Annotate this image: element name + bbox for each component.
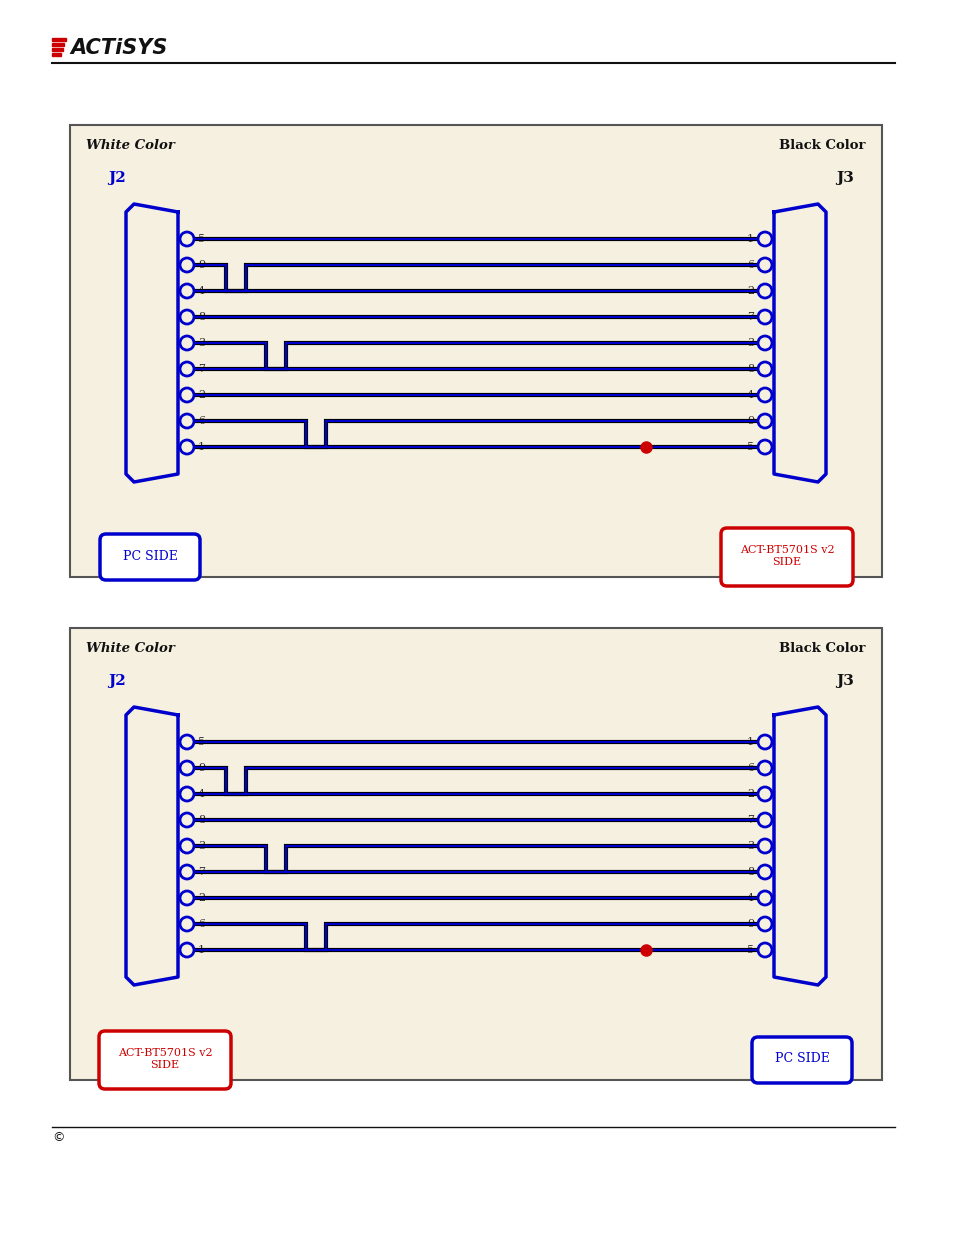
- FancyBboxPatch shape: [99, 1031, 231, 1089]
- Text: 2: 2: [198, 390, 205, 400]
- Text: 5: 5: [198, 737, 205, 747]
- Text: J3: J3: [835, 674, 853, 688]
- Bar: [52, 53, 61, 56]
- Text: 9: 9: [746, 416, 753, 426]
- Text: PC SIDE: PC SIDE: [122, 550, 177, 562]
- Text: Black Color: Black Color: [779, 140, 865, 152]
- Text: ACT-BT5701S v2
SIDE: ACT-BT5701S v2 SIDE: [739, 545, 834, 567]
- Text: White Color: White Color: [86, 642, 174, 655]
- Text: ©: ©: [52, 1131, 65, 1144]
- Text: 8: 8: [746, 364, 753, 374]
- Text: DB9F: DB9F: [788, 538, 836, 552]
- Text: 1: 1: [198, 945, 205, 955]
- Text: J2: J2: [108, 674, 126, 688]
- Text: 2: 2: [198, 893, 205, 903]
- Text: 9: 9: [746, 919, 753, 929]
- Polygon shape: [773, 706, 825, 986]
- Text: PC SIDE: PC SIDE: [774, 1052, 828, 1066]
- Text: 6: 6: [746, 763, 753, 773]
- Text: DB9F: DB9F: [788, 1041, 836, 1055]
- FancyBboxPatch shape: [100, 534, 200, 580]
- FancyBboxPatch shape: [70, 125, 882, 577]
- Polygon shape: [126, 706, 178, 986]
- FancyBboxPatch shape: [751, 1037, 851, 1083]
- Text: 8: 8: [198, 815, 205, 825]
- Text: 5: 5: [746, 945, 753, 955]
- Text: 9: 9: [198, 261, 205, 270]
- Text: 4: 4: [746, 390, 753, 400]
- Text: Black Color: Black Color: [779, 642, 865, 655]
- Text: 2: 2: [746, 789, 753, 799]
- Text: DB9F: DB9F: [115, 1041, 163, 1055]
- FancyBboxPatch shape: [70, 629, 882, 1079]
- Text: 7: 7: [746, 312, 753, 322]
- Text: 4: 4: [198, 287, 205, 296]
- Text: 3: 3: [746, 338, 753, 348]
- Text: 9: 9: [198, 763, 205, 773]
- Text: 8: 8: [198, 312, 205, 322]
- Polygon shape: [773, 204, 825, 482]
- Text: DB9F: DB9F: [115, 538, 163, 552]
- Text: 4: 4: [746, 893, 753, 903]
- Text: 3: 3: [198, 338, 205, 348]
- Text: White Color: White Color: [86, 140, 174, 152]
- Polygon shape: [126, 204, 178, 482]
- Text: J3: J3: [835, 170, 853, 185]
- Text: 3: 3: [746, 841, 753, 851]
- Text: 7: 7: [198, 364, 205, 374]
- Text: 7: 7: [198, 867, 205, 877]
- Text: 1: 1: [198, 442, 205, 452]
- Text: ACTiSYS: ACTiSYS: [70, 38, 167, 58]
- Text: 2: 2: [746, 287, 753, 296]
- Text: 6: 6: [746, 261, 753, 270]
- Text: J2: J2: [108, 170, 126, 185]
- Text: 6: 6: [198, 919, 205, 929]
- Bar: [52, 48, 63, 51]
- Text: 1: 1: [746, 737, 753, 747]
- Text: 7: 7: [746, 815, 753, 825]
- Text: 5: 5: [198, 233, 205, 245]
- FancyBboxPatch shape: [720, 529, 852, 585]
- Text: 4: 4: [198, 789, 205, 799]
- Text: 8: 8: [746, 867, 753, 877]
- Bar: [52, 43, 65, 46]
- Text: 5: 5: [746, 442, 753, 452]
- Text: 6: 6: [198, 416, 205, 426]
- Text: ACT-BT5701S v2
SIDE: ACT-BT5701S v2 SIDE: [117, 1049, 213, 1070]
- Text: 3: 3: [198, 841, 205, 851]
- Bar: [52, 38, 66, 41]
- Text: 1: 1: [746, 233, 753, 245]
